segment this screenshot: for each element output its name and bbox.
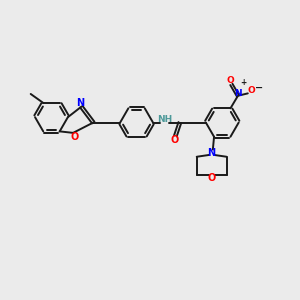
Text: O: O [248, 85, 256, 94]
Text: NH: NH [157, 115, 172, 124]
Text: N: N [234, 88, 242, 98]
Text: N: N [208, 148, 216, 158]
Text: O: O [70, 132, 78, 142]
Text: O: O [170, 135, 178, 145]
Text: O: O [226, 76, 234, 85]
Text: −: − [255, 83, 263, 93]
Text: N: N [76, 98, 84, 107]
Text: O: O [208, 173, 216, 183]
Text: +: + [240, 78, 246, 87]
